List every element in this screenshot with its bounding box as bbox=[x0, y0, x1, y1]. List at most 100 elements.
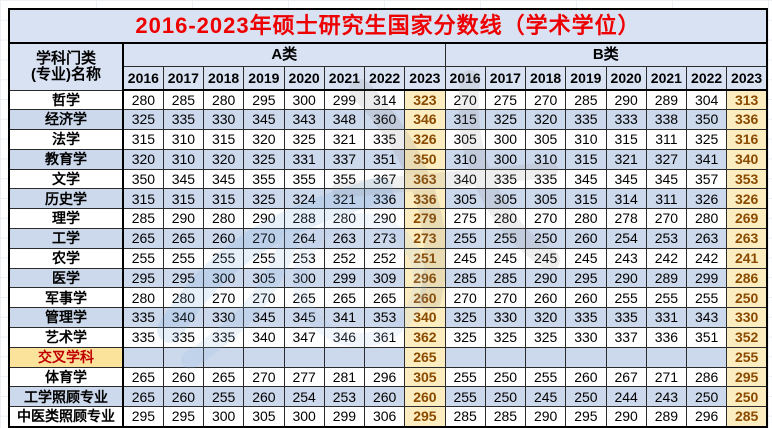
score-cell: 335 bbox=[484, 168, 527, 190]
score-cell: 285 bbox=[726, 406, 768, 428]
score-cell: 295 bbox=[404, 406, 446, 428]
score-cell: 315 bbox=[565, 148, 607, 170]
score-cell: 241 bbox=[726, 247, 768, 269]
score-cell: 250 bbox=[484, 366, 527, 388]
score-cell: 270 bbox=[484, 287, 527, 309]
group-b-header: B类 bbox=[444, 42, 768, 67]
score-cell: 335 bbox=[162, 327, 205, 348]
score-cell: 331 bbox=[283, 148, 325, 170]
row-label: 医学 bbox=[8, 267, 124, 289]
score-cell: 335 bbox=[565, 307, 607, 329]
score-cell: 306 bbox=[363, 406, 406, 428]
score-cell: 263 bbox=[726, 228, 768, 249]
score-cell: 286 bbox=[685, 366, 728, 388]
score-cell: 341 bbox=[685, 148, 728, 170]
score-cell: 289 bbox=[645, 267, 688, 289]
score-cell: 346 bbox=[323, 327, 366, 348]
year-header-b-2016: 2016 bbox=[444, 66, 486, 91]
score-cell: 255 bbox=[726, 346, 768, 368]
year-header-a-2019: 2019 bbox=[243, 66, 285, 91]
score-cell: 330 bbox=[565, 327, 607, 348]
score-cell: 300 bbox=[202, 267, 245, 289]
score-cell: 285 bbox=[444, 267, 486, 289]
score-cell: 345 bbox=[283, 307, 325, 329]
row-label: 工学照顾专业 bbox=[8, 386, 124, 408]
score-cell: 295 bbox=[565, 267, 607, 289]
score-cell: 325 bbox=[243, 148, 285, 170]
score-cell: 280 bbox=[484, 208, 527, 230]
score-cell: 330 bbox=[484, 307, 527, 329]
score-cell: 250 bbox=[685, 386, 728, 408]
score-table: 2016-2023年硕士研究生国家分数线（学术学位） 学科门类 (专业)名称 A… bbox=[8, 8, 768, 428]
score-cell: 325 bbox=[444, 327, 486, 348]
score-cell: 345 bbox=[243, 307, 285, 329]
score-cell: 336 bbox=[363, 188, 406, 210]
score-cell bbox=[685, 346, 728, 368]
score-cell: 324 bbox=[283, 188, 325, 210]
score-cell bbox=[565, 346, 607, 368]
score-cell: 310 bbox=[444, 148, 486, 170]
score-cell: 351 bbox=[363, 148, 406, 170]
score-cell: 265 bbox=[122, 386, 164, 408]
score-cell bbox=[605, 346, 647, 368]
row-label: 农学 bbox=[8, 247, 124, 269]
score-cell: 299 bbox=[323, 89, 366, 111]
score-cell: 352 bbox=[726, 327, 768, 348]
table-row: 哲学 280 285 280 295 300 299 314 323 270 275 270 285 29… bbox=[8, 89, 768, 111]
score-cell: 252 bbox=[323, 247, 366, 269]
score-cell: 315 bbox=[122, 129, 164, 150]
score-cell: 327 bbox=[645, 148, 688, 170]
table-row: 体育学 265 260 265 270 277 281 296 305 255 250 255 260 2… bbox=[8, 366, 768, 388]
score-cell: 345 bbox=[243, 109, 285, 131]
score-cell: 304 bbox=[685, 89, 728, 111]
score-cell: 338 bbox=[645, 109, 688, 131]
score-cell bbox=[484, 346, 527, 368]
score-cell: 335 bbox=[565, 109, 607, 131]
score-cell: 264 bbox=[283, 228, 325, 249]
year-header-b-2023: 2023 bbox=[726, 66, 768, 91]
score-cell: 251 bbox=[404, 247, 446, 269]
score-cell: 255 bbox=[202, 386, 245, 408]
score-cell: 285 bbox=[484, 406, 527, 428]
score-cell: 245 bbox=[524, 386, 567, 408]
score-cell: 345 bbox=[162, 168, 205, 190]
score-cell: 345 bbox=[202, 168, 245, 190]
score-cell bbox=[283, 346, 325, 368]
score-cell: 320 bbox=[524, 307, 567, 329]
score-table-body: 哲学 280 285 280 295 300 299 314 323 270 275 270 285 29… bbox=[8, 89, 768, 428]
score-cell: 350 bbox=[122, 168, 164, 190]
year-header-a-2021: 2021 bbox=[323, 66, 366, 91]
score-cell: 260 bbox=[404, 287, 446, 309]
score-cell: 260 bbox=[524, 287, 567, 309]
year-header-b-2022: 2022 bbox=[685, 66, 728, 91]
score-cell: 326 bbox=[404, 129, 446, 150]
score-cell: 280 bbox=[162, 287, 205, 309]
score-cell: 321 bbox=[605, 148, 647, 170]
score-cell: 285 bbox=[162, 89, 205, 111]
year-header-a-2023: 2023 bbox=[404, 66, 446, 91]
score-cell: 280 bbox=[122, 89, 164, 111]
score-cell: 311 bbox=[645, 188, 688, 210]
table-row: 经济学 325 335 330 345 343 348 360 346 315 325 320 335 3… bbox=[8, 109, 768, 131]
corner-header-line2: (专业)名称 bbox=[31, 65, 101, 83]
score-cell: 295 bbox=[162, 267, 205, 289]
score-cell: 254 bbox=[605, 228, 647, 249]
score-cell: 265 bbox=[323, 287, 366, 309]
score-cell: 290 bbox=[524, 406, 567, 428]
score-cell: 335 bbox=[524, 168, 567, 190]
score-cell: 353 bbox=[363, 307, 406, 329]
score-cell: 315 bbox=[605, 129, 647, 150]
score-cell: 260 bbox=[363, 386, 406, 408]
score-cell bbox=[323, 346, 366, 368]
score-cell: 245 bbox=[565, 247, 607, 269]
score-cell: 305 bbox=[484, 188, 527, 210]
score-cell: 300 bbox=[484, 129, 527, 150]
score-cell: 245 bbox=[484, 247, 527, 269]
score-cell: 314 bbox=[363, 89, 406, 111]
score-cell: 288 bbox=[283, 208, 325, 230]
table-row: 历史学 315 315 315 325 324 321 336 336 305 305 305 315 3… bbox=[8, 188, 768, 210]
score-cell: 345 bbox=[605, 168, 647, 190]
score-cell: 326 bbox=[726, 188, 768, 210]
score-cell: 350 bbox=[404, 148, 446, 170]
score-cell: 330 bbox=[202, 109, 245, 131]
